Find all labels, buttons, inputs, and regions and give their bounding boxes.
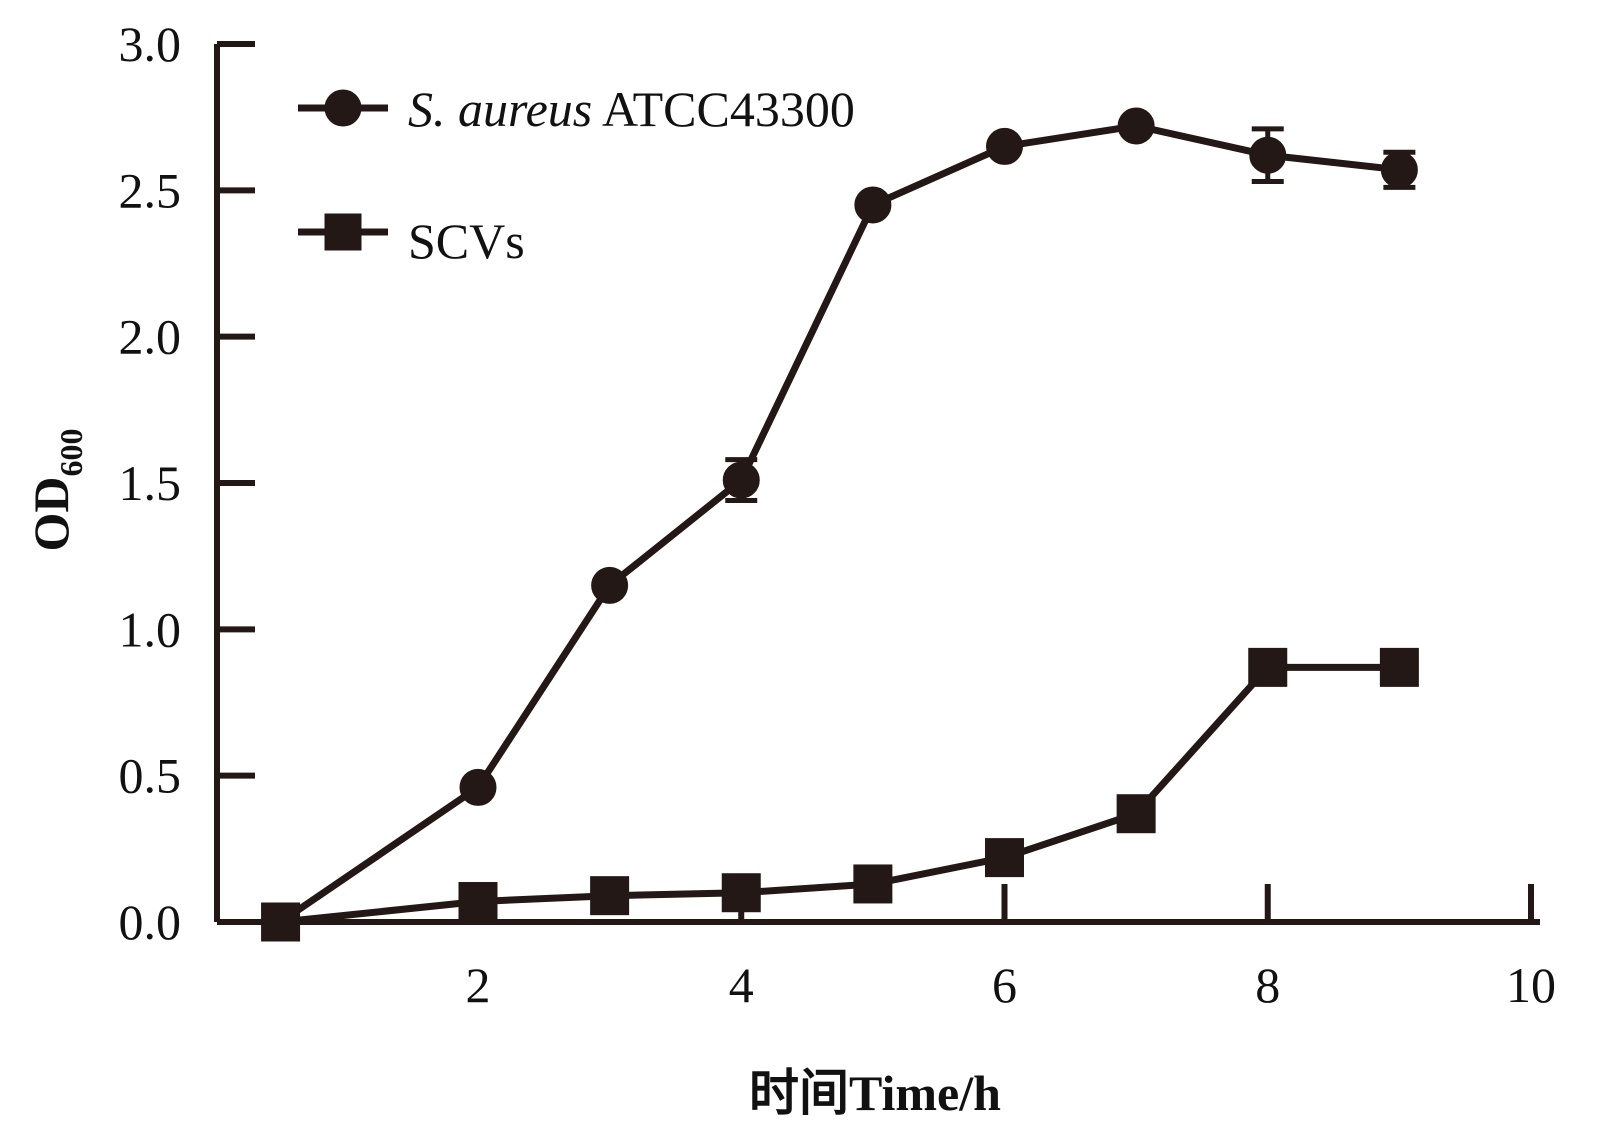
- axes: [214, 44, 1540, 925]
- data-point: [853, 864, 893, 904]
- data-point: [986, 127, 1023, 165]
- data-point: [1379, 647, 1419, 687]
- legend-label-s-aureus-rest: ATCC43300: [592, 81, 855, 137]
- y-tick-label: 0.0: [119, 894, 182, 950]
- y-axis-title-main: OD: [23, 477, 79, 552]
- x-tick-label: 4: [729, 957, 754, 1013]
- data-point: [1380, 151, 1418, 189]
- x-tick-label: 10: [1506, 957, 1556, 1013]
- y-tick-label: 0.5: [119, 748, 182, 804]
- x-tick-label: 2: [466, 957, 491, 1013]
- data-point: [854, 186, 892, 224]
- data-point: [458, 882, 498, 922]
- data-point: [1249, 136, 1287, 174]
- legend-marker-circle: [324, 89, 362, 127]
- y-tick-label: 1.0: [119, 601, 182, 657]
- y-axis-title: OD600: [23, 429, 89, 552]
- x-axis-title: 时间Time/h: [749, 1065, 1001, 1121]
- y-axis-title-subscript: 600: [53, 429, 89, 477]
- legend-item-scvs: SCVs: [298, 213, 525, 269]
- legend-label-s-aureus-italic: S. aureus: [408, 81, 592, 137]
- legend-label-s-aureus: S. aureus ATCC43300: [408, 81, 855, 137]
- legend-marker-square: [324, 213, 362, 251]
- y-tick-label: 3.0: [119, 16, 182, 72]
- data-point: [590, 876, 630, 916]
- data-point: [985, 838, 1024, 878]
- series-scvs: [261, 647, 1419, 942]
- series-layer: [261, 107, 1419, 942]
- data-point: [591, 566, 629, 604]
- data-point: [1116, 794, 1156, 834]
- data-point: [261, 902, 301, 942]
- legend: S. aureus ATCC43300 SCVs: [298, 81, 855, 269]
- y-tick-label: 2.0: [119, 309, 182, 365]
- series-line: [280, 663, 1400, 926]
- y-tick-label: 2.5: [119, 162, 182, 218]
- legend-label-scvs: SCVs: [408, 213, 525, 269]
- data-point: [459, 768, 497, 806]
- series-s-aureus: [262, 107, 1418, 941]
- data-point: [722, 461, 760, 499]
- y-tick-label: 1.5: [119, 455, 182, 511]
- y-ticks: 0.0 0.5 1.0 1.5 2.0 2.5 3.0: [119, 16, 255, 950]
- data-point: [721, 873, 761, 913]
- x-tick-label: 8: [1255, 957, 1280, 1013]
- data-point: [1248, 647, 1288, 687]
- data-point: [1117, 107, 1155, 145]
- x-tick-label: 6: [992, 957, 1017, 1013]
- legend-item-s-aureus: S. aureus ATCC43300: [298, 81, 855, 137]
